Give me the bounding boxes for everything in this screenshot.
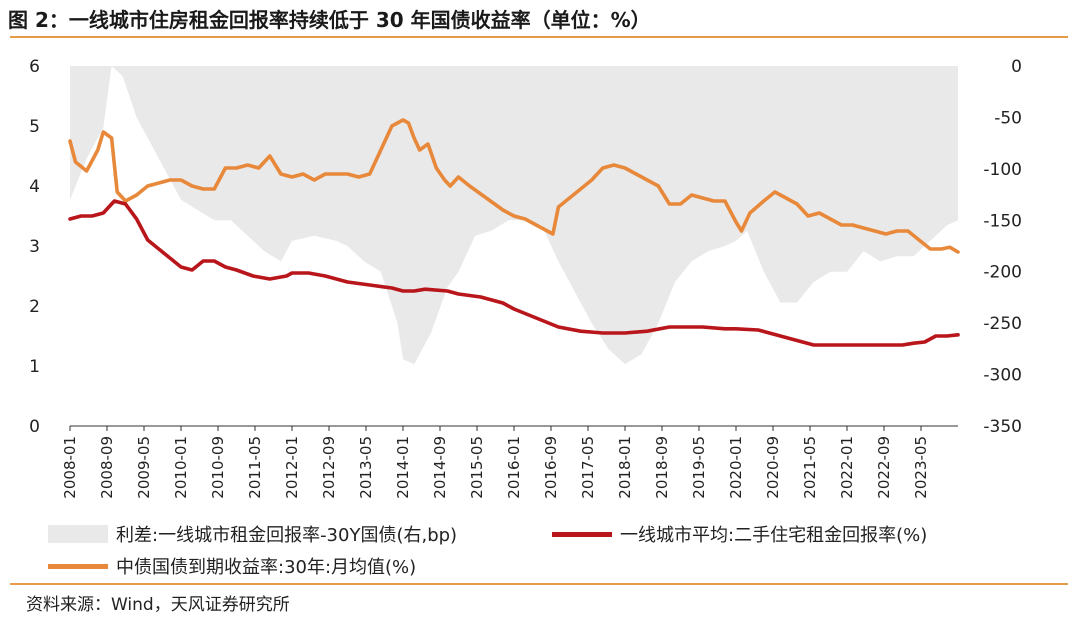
series-line-rent-yield — [68, 199, 960, 347]
x-axis-tick-label: 2009-05 — [135, 436, 153, 499]
x-axis-tick-label: 2022-09 — [875, 436, 893, 499]
right-axis-tick-label: 0 — [1011, 57, 1022, 77]
x-axis-tick-label: 2016-01 — [505, 436, 523, 499]
x-axis-tick-label: 2020-09 — [764, 436, 782, 499]
x-axis-tick-label: 2021-05 — [801, 436, 819, 499]
x-axis-tick-label: 2015-05 — [468, 436, 486, 499]
source-note: 资料来源：Wind，天风证券研究所 — [26, 595, 290, 615]
right-axis-tick-label: -50 — [994, 108, 1022, 128]
x-axis-tick-label: 2012-09 — [320, 436, 338, 499]
right-axis-tick-label: -150 — [983, 211, 1022, 231]
x-axis-tick-label: 2010-09 — [209, 436, 227, 499]
left-axis-tick-label: 1 — [29, 357, 40, 377]
x-axis-tick-label: 2016-09 — [542, 436, 560, 499]
legend-item-rent-yield: 一线城市平均:二手住宅租金回报率(%) — [552, 521, 927, 547]
legend-label-rent-yield: 一线城市平均:二手住宅租金回报率(%) — [620, 525, 928, 546]
x-axis-tick-label: 2010-01 — [172, 436, 190, 499]
left-axis-tick-label: 5 — [29, 117, 40, 137]
legend-item-spread: 利差:一线城市租金回报率-30Y国债(右,bp) — [48, 521, 457, 547]
x-axis-tick-label: 2017-05 — [579, 436, 597, 499]
left-axis-tick-label: 3 — [29, 237, 40, 257]
series-line-bond-yield — [68, 118, 960, 254]
left-axis-tick-label: 0 — [29, 417, 40, 437]
legend-label-spread: 利差:一线城市租金回报率-30Y国债(右,bp) — [116, 525, 458, 546]
bottom-rule — [10, 583, 1068, 585]
x-axis-tick-label: 2008-09 — [98, 436, 116, 499]
legend-swatch-rent-yield — [552, 531, 612, 537]
x-axis-tick-label: 2012-01 — [283, 436, 301, 499]
legend-swatch-spread — [48, 525, 108, 543]
left-axis-tick-label: 6 — [29, 57, 40, 77]
legend-swatch-bond-yield — [48, 563, 108, 569]
axes: 0 1 2 3 4 5 6 0 -50 -100 -150 -200 -250 -300 -350 2008-… — [29, 57, 1022, 499]
top-rule — [10, 36, 1068, 38]
x-axis-tick-label: 2018-09 — [653, 436, 671, 499]
chart-title: 图 2：一线城市住房租金回报率持续低于 30 年国债收益率（单位：%） — [8, 8, 651, 32]
right-axis-tick-label: -100 — [983, 160, 1022, 180]
left-axis-tick-label: 4 — [29, 177, 40, 197]
plot-area — [68, 66, 960, 365]
left-axis-tick-label: 2 — [29, 297, 40, 317]
x-axis-tick-label: 2011-05 — [246, 436, 264, 499]
x-axis-tick-label: 2014-09 — [431, 436, 449, 499]
x-axis-tick-label: 2008-01 — [61, 436, 79, 499]
x-axis-tick-label: 2014-01 — [394, 436, 412, 499]
x-axis-tick-label: 2013-05 — [357, 436, 375, 499]
legend-item-bond-yield: 中债国债到期收益率:30年:月均值(%) — [48, 553, 416, 579]
x-axis-tick-label: 2019-05 — [690, 436, 708, 499]
x-axis-tick-label: 2020-01 — [727, 436, 745, 499]
x-axis-tick-label: 2018-01 — [616, 436, 634, 499]
x-axis-tick-label: 2023-05 — [912, 436, 930, 499]
x-axis-tick-label: 2022-01 — [838, 436, 856, 499]
right-axis-tick-label: -200 — [983, 263, 1022, 283]
right-axis-tick-label: -300 — [983, 366, 1022, 386]
right-axis-tick-label: -250 — [983, 314, 1022, 334]
legend-label-bond-yield: 中债国债到期收益率:30年:月均值(%) — [116, 557, 417, 578]
right-axis-tick-label: -350 — [983, 417, 1022, 437]
